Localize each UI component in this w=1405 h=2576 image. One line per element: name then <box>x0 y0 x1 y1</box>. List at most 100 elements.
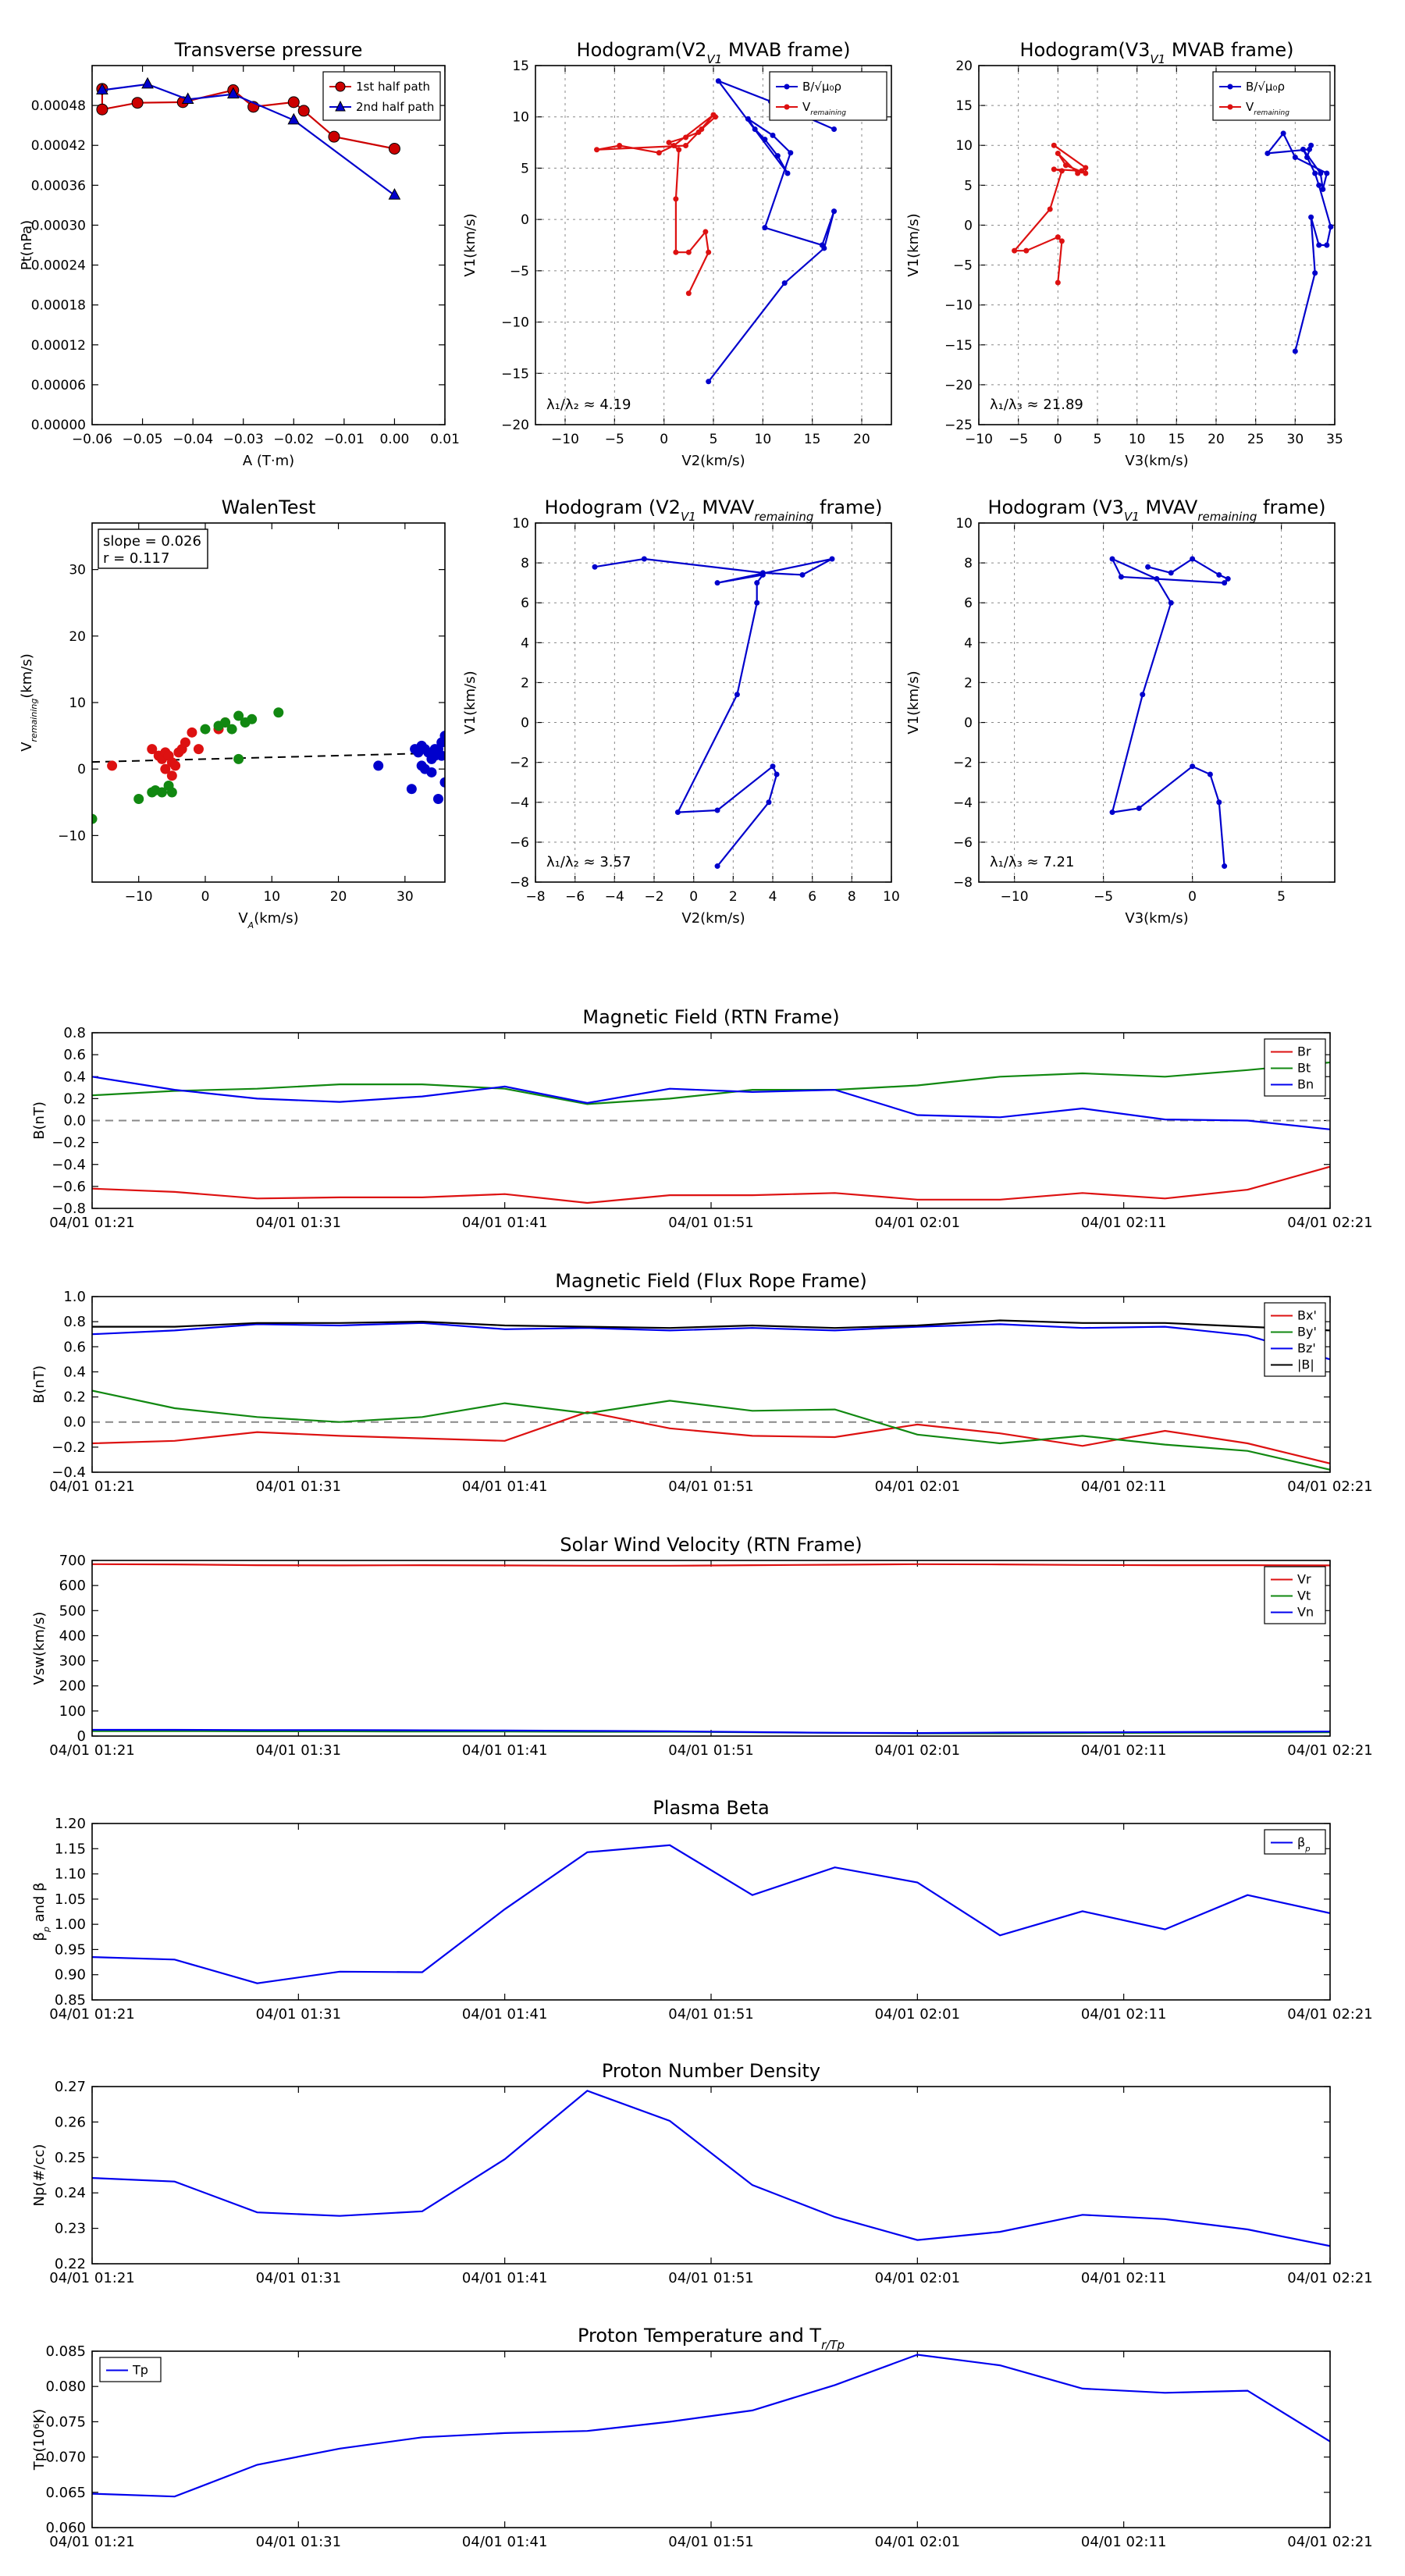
scatter-point <box>200 724 211 735</box>
y-tick-label: 6 <box>964 596 973 611</box>
x-tick-label: 20 <box>853 432 870 447</box>
chart-title: Hodogram (V3V1 MVAVremaining frame) <box>987 496 1325 524</box>
y-tick-label: 8 <box>964 556 973 571</box>
chart-title: Proton Temperature and Tr/Tp <box>578 2325 845 2352</box>
scatter-point <box>429 744 440 755</box>
x-tick-label: 04/01 02:21 <box>1287 1742 1372 1759</box>
chart-title: Hodogram (V2V1 MVAVremaining frame) <box>544 496 882 524</box>
scatter-point <box>133 794 144 805</box>
data-point <box>685 290 692 297</box>
x-tick-label: 4 <box>769 889 777 905</box>
data-point <box>1058 168 1065 174</box>
y-tick-label: 0.075 <box>45 2414 86 2430</box>
chart-p5: Hodogram (V2V1 MVAVremaining frame) −8 −6 −… <box>462 496 900 927</box>
data-point <box>617 143 623 149</box>
data-point <box>702 229 709 235</box>
legend-label: Vt <box>1297 1589 1311 1603</box>
y-axis-label: B(nT) <box>31 1365 48 1404</box>
y-tick-label: 0.00048 <box>31 98 86 114</box>
x-tick-label: 04/01 01:51 <box>668 1215 753 1231</box>
data-point <box>181 92 194 104</box>
data-point <box>673 249 679 255</box>
series-0-line <box>594 557 833 867</box>
chart-p1: Transverse pressure 0.00000 0.00006 0.00012… <box>19 39 460 469</box>
x-tick-label: 04/01 01:41 <box>462 2006 547 2023</box>
chart-title: Plasma Beta <box>653 1797 769 1819</box>
y-tick-label: 0.060 <box>45 2520 86 2536</box>
scatter-point <box>157 787 168 798</box>
data-point <box>774 153 781 159</box>
data-point <box>1075 170 1081 176</box>
data-point <box>1312 270 1318 276</box>
y-tick-label: 0.070 <box>45 2450 86 2466</box>
y-tick-label: 0.6 <box>63 1339 86 1355</box>
data-point <box>1316 242 1322 248</box>
legend-label: Vr <box>1297 1572 1311 1587</box>
y-tick-label: 500 <box>59 1603 86 1619</box>
series--b--line <box>92 1319 1330 1332</box>
y-tick-label: −8 <box>953 875 973 891</box>
x-tick-label: −10 <box>965 432 993 447</box>
x-tick-label: 5 <box>1277 889 1286 905</box>
fit-stat: slope = 0.026 <box>103 533 201 550</box>
x-tick-label: 04/01 01:41 <box>462 2270 547 2286</box>
x-tick-label: 04/01 01:31 <box>256 2534 341 2550</box>
x-tick-label: 04/01 01:31 <box>256 1478 341 1495</box>
data-point <box>819 242 825 248</box>
data-point <box>1328 223 1334 229</box>
y-axis-label: V1(km/s) <box>462 671 478 734</box>
data-point <box>745 116 751 122</box>
data-point <box>1292 155 1298 161</box>
y-tick-label: −15 <box>501 366 529 382</box>
legend-label: Vremaining <box>1246 100 1289 117</box>
x-tick-label: 04/01 02:01 <box>875 1742 960 1759</box>
legend-label: B/√μ₀ρ <box>1246 80 1285 94</box>
axes-frame <box>91 2086 1331 2265</box>
series-vr-line <box>92 1563 1330 1567</box>
y-tick-label: 0.23 <box>55 2221 86 2237</box>
data-point <box>706 379 712 385</box>
legend-marker <box>1227 84 1233 90</box>
x-tick-label: −4 <box>605 889 624 905</box>
y-tick-label: 1.0 <box>63 1289 86 1305</box>
data-point <box>1168 600 1174 606</box>
x-tick-label: 10 <box>1129 432 1146 447</box>
legend-frame <box>1264 1038 1326 1097</box>
data-point <box>1062 162 1069 169</box>
x-tick-label: 35 <box>1326 432 1343 447</box>
scatter-point <box>226 724 237 735</box>
x-tick-label: 04/01 02:01 <box>875 1478 960 1495</box>
data-point <box>226 87 240 99</box>
x-tick-label: 25 <box>1247 432 1264 447</box>
x-tick-label: −0.03 <box>223 432 264 447</box>
x-tick-label: 04/01 01:21 <box>49 1478 134 1495</box>
y-tick-label: −5 <box>510 264 529 279</box>
y-tick-label: −0.4 <box>52 1157 86 1173</box>
scatter-point <box>180 737 190 748</box>
axes-frame <box>978 65 1336 425</box>
legend-frame <box>1212 71 1331 121</box>
data-point <box>141 76 154 89</box>
data-point <box>666 140 672 146</box>
y-tick-label: 600 <box>59 1578 86 1594</box>
plot-area <box>92 1844 1330 1984</box>
legend-marker <box>1227 104 1233 110</box>
y-tick-label: 0.22 <box>55 2256 86 2272</box>
data-point <box>1023 247 1030 254</box>
y-axis-label: Pt(nPa) <box>19 220 35 270</box>
y-tick-label: −10 <box>501 315 529 331</box>
y-tick-label: 0.8 <box>63 1314 86 1330</box>
y-tick-label: −6 <box>953 835 973 851</box>
y-tick-label: 0.00036 <box>31 178 86 194</box>
x-tick-label: 30 <box>1287 432 1304 447</box>
data-point <box>594 147 600 153</box>
scatter-point <box>166 770 177 781</box>
data-point <box>1264 150 1271 156</box>
x-tick-label: 04/01 01:41 <box>462 1742 547 1759</box>
plot-area <box>1109 556 1231 870</box>
y-axis-label: Vremaining(km/s) <box>19 653 39 752</box>
data-point <box>714 580 720 586</box>
data-point <box>388 188 401 200</box>
legend-label: By' <box>1297 1325 1317 1340</box>
legend-label: 2nd half path <box>356 100 434 114</box>
